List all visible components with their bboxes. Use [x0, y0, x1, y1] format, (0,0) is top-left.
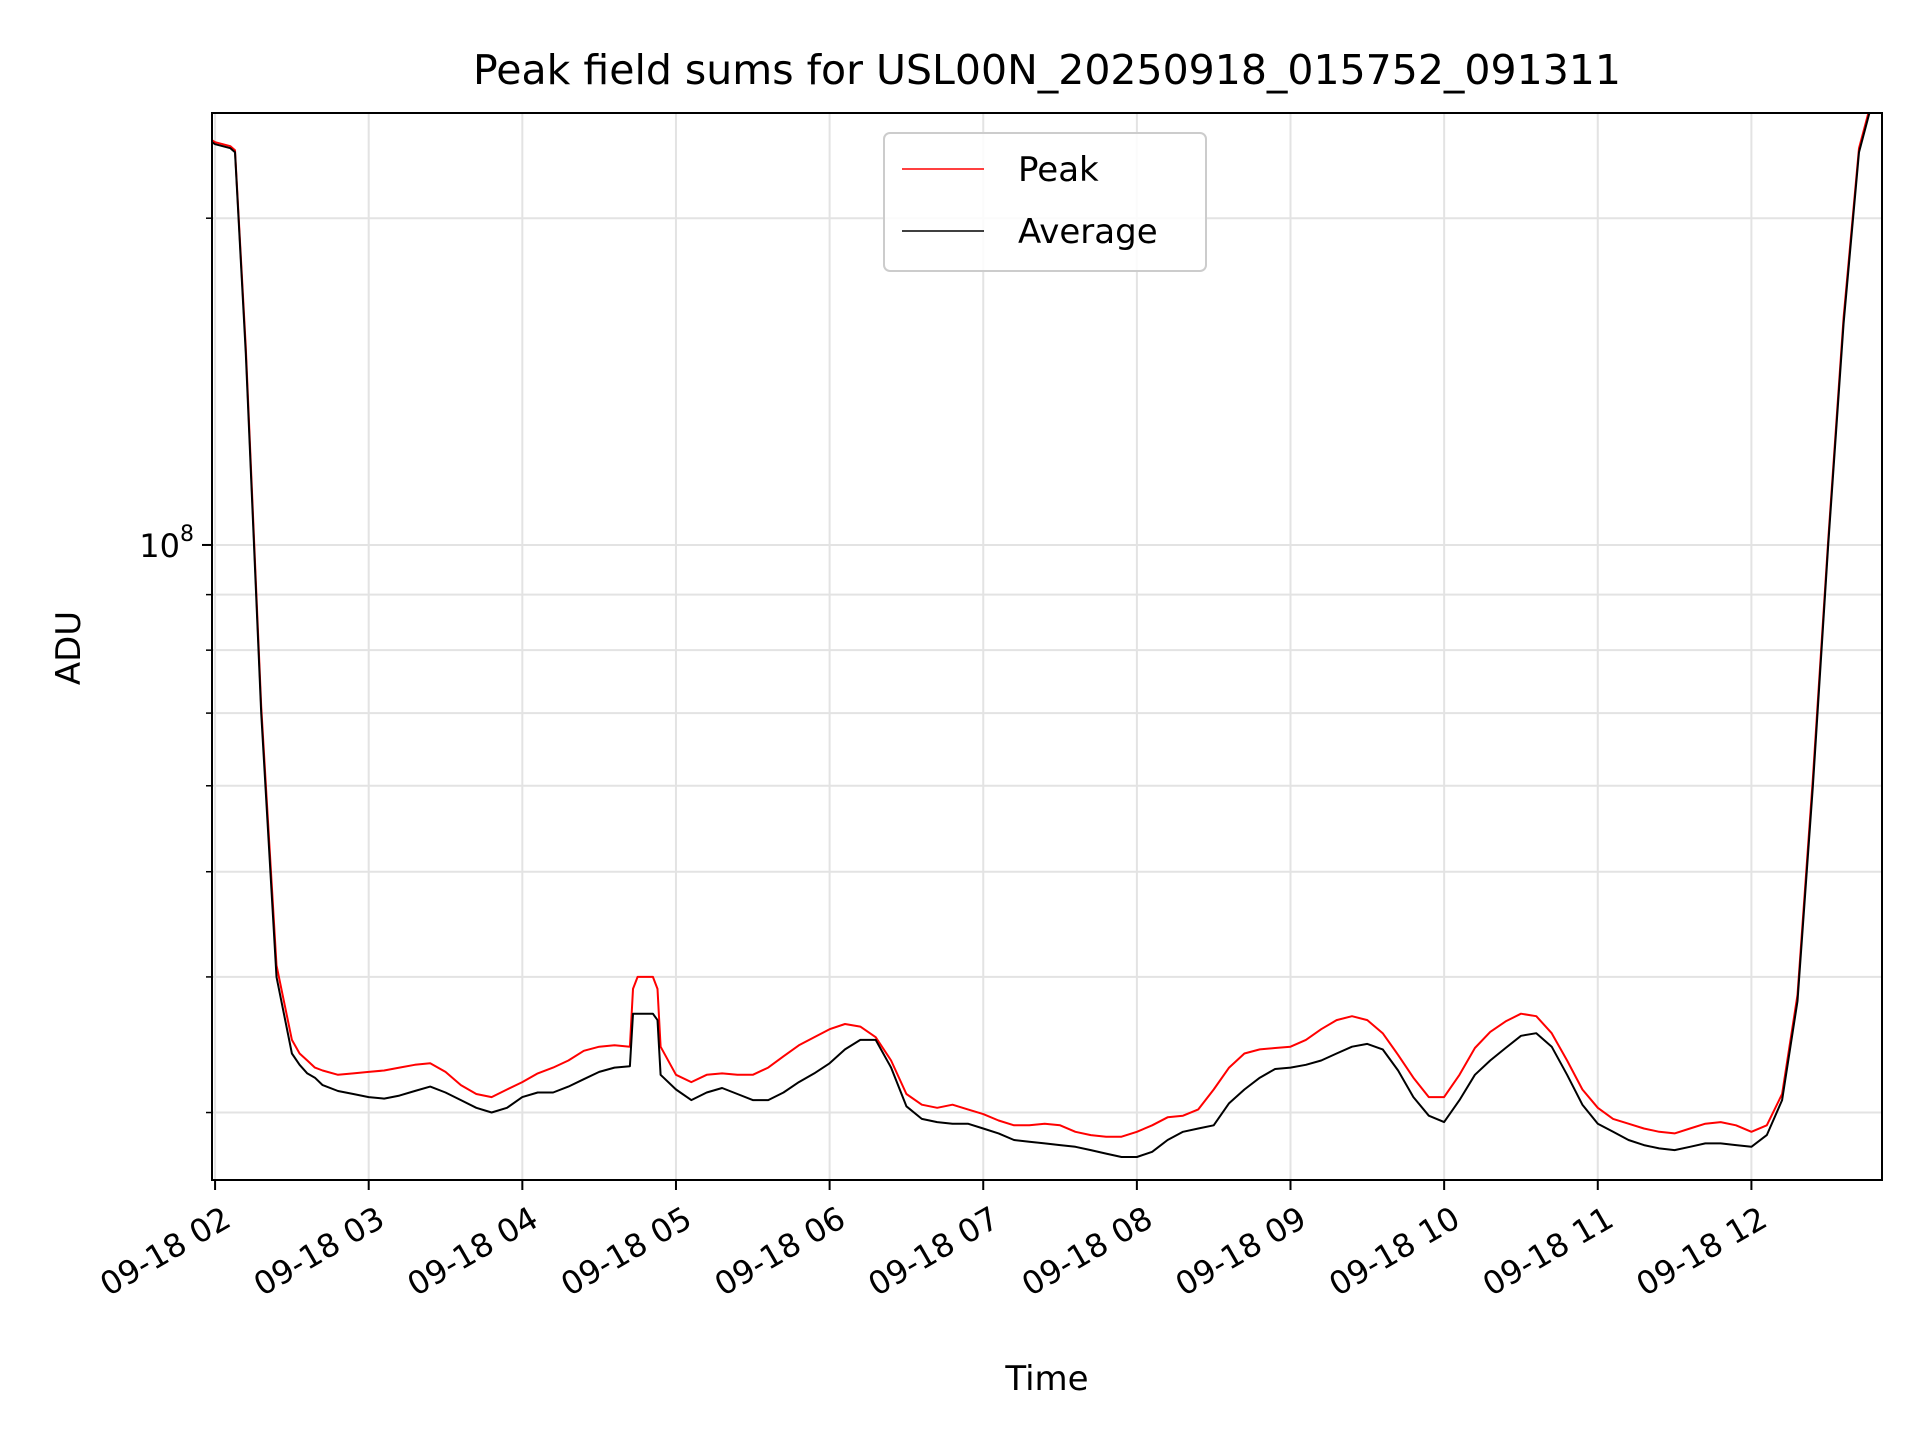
- y-axis-label: ADU: [49, 611, 89, 685]
- legend: Peak Average: [883, 132, 1207, 272]
- x-axis-label: Time: [1004, 1359, 1088, 1399]
- series-line-average: [212, 113, 1871, 1158]
- legend-label-peak: Peak: [1018, 150, 1099, 190]
- legend-box: [883, 132, 1207, 272]
- plot-area: [212, 113, 1871, 1158]
- legend-label-average: Average: [1018, 212, 1158, 252]
- chart-title: Peak field sums for USL00N_20250918_0157…: [473, 46, 1621, 94]
- grid: [212, 113, 1882, 1180]
- series-line-peak: [212, 113, 1870, 1138]
- y-axis: 108: [139, 217, 212, 1114]
- plot-frame: [211, 112, 1883, 1181]
- y-tick-label: 108: [139, 522, 194, 565]
